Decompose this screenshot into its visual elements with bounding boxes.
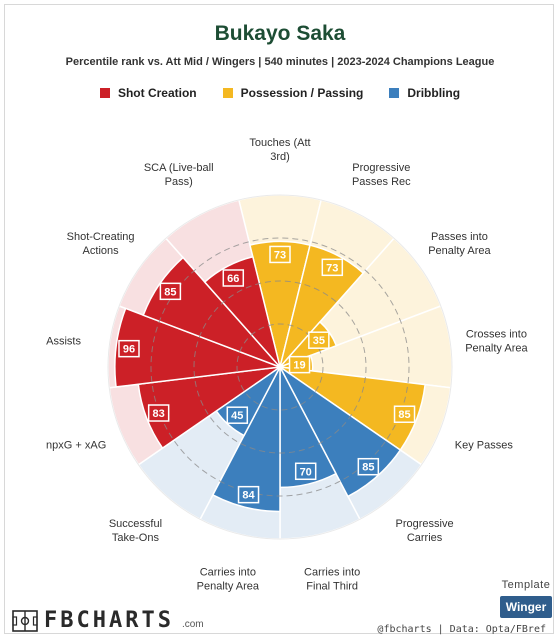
category-label-touches-att-3rd: Touches (Att 3rd) [249, 137, 310, 163]
value-label-sca-live-ball-pass: 66 [227, 273, 239, 285]
pitch-icon [12, 610, 38, 632]
category-label-line: Carries into [200, 567, 256, 579]
value-badge-touches-att-3rd [269, 245, 291, 264]
legend-label-dribbling: Dribbling [407, 86, 461, 100]
category-label-line: Final Third [306, 581, 358, 593]
value-badge-carries-into-penalty-area [237, 485, 260, 504]
category-label-passes-into-penalty-area: Passes into Penalty Area [428, 231, 491, 257]
category-label-key-passes: Key Passes [455, 439, 514, 451]
category-label-line: Key Passes [455, 439, 514, 451]
template-badge: Winger [500, 596, 552, 618]
category-label-line: Passes Rec [352, 176, 411, 188]
category-label-line: Penalty Area [428, 245, 491, 257]
category-label-line: Progressive [352, 162, 410, 174]
legend-label-shot-creation: Shot Creation [117, 86, 197, 100]
category-label-carries-into-final-third: Carries into Final Third [304, 567, 360, 593]
category-label-line: Successful [109, 518, 162, 530]
fbcharts-logo: FBCHARTS .com [12, 606, 204, 632]
value-wedge-carries-into-penalty-area [211, 366, 281, 513]
value-badge-progressive-carries [357, 457, 380, 476]
category-label-line: Passes into [431, 231, 488, 243]
legend-swatch-possession-passing [222, 88, 233, 98]
value-badge-key-passes [393, 405, 416, 423]
value-badge-shot-creating-actions [159, 282, 182, 301]
chart-frame [4, 4, 554, 634]
value-label-passes-into-penalty-area: 35 [313, 335, 325, 347]
grid-ring-3 [150, 237, 410, 497]
value-label-successful-take-ons: 45 [231, 410, 243, 422]
chart-subtitle: Percentile rank vs. Att Mid / Wingers | … [65, 56, 495, 68]
category-label-sca-live-ball-pass: SCA (Live-ball Pass) [144, 162, 214, 188]
value-badge-progressive-passes-rec [321, 258, 344, 277]
category-label-line: Penalty Area [197, 581, 260, 593]
value-label-crosses-into-penalty-area: 19 [293, 360, 305, 372]
category-label-line: npxG + xAG [46, 439, 106, 451]
value-label-carries-into-penalty-area: 84 [242, 490, 255, 502]
value-label-progressive-passes-rec: 73 [326, 262, 338, 274]
category-label-line: Carries [407, 532, 443, 544]
legend-item-shot-creation: Shot Creation [99, 86, 197, 100]
value-label-carries-into-final-third: 70 [300, 466, 312, 478]
category-label-line: Touches (Att [249, 137, 310, 149]
category-label-line: Penalty Area [465, 343, 528, 355]
category-label-line: Progressive [396, 518, 454, 530]
value-badge-carries-into-final-third [294, 462, 317, 481]
value-label-assists: 96 [123, 344, 135, 356]
value-label-npxg-xag: 83 [153, 408, 165, 420]
category-label-line: Pass) [165, 176, 193, 188]
value-label-touches-att-3rd: 73 [274, 249, 286, 261]
value-badge-npxg-xag [147, 404, 170, 422]
category-label-progressive-passes-rec: Progressive Passes Rec [352, 162, 411, 188]
logo-text: FBCHARTS [44, 608, 174, 633]
value-badge-assists [118, 339, 140, 358]
category-label-assists: Assists [46, 336, 81, 348]
category-label-successful-take-ons: Successful Take-Ons [109, 518, 162, 544]
value-label-progressive-carries: 85 [362, 462, 374, 474]
value-badge-successful-take-ons [226, 406, 249, 424]
category-label-carries-into-penalty-area: Carries into Penalty Area [197, 567, 260, 593]
category-label-line: 3rd) [270, 151, 290, 163]
grid-ring-2 [193, 280, 367, 454]
category-label-line: Take-Ons [112, 532, 160, 544]
category-label-line: SCA (Live-ball [144, 162, 214, 174]
value-label-key-passes: 85 [398, 409, 410, 421]
legend-label-possession-passing: Possession / Passing [240, 86, 364, 100]
category-label-npxg-xag: npxG + xAG [46, 439, 106, 451]
legend-item-dribbling: Dribbling [389, 86, 460, 100]
chart-title: Bukayo Saka [214, 22, 346, 45]
category-label-line: Assists [46, 336, 81, 348]
legend-swatch-shot-creation [99, 88, 110, 98]
category-label-line: Shot-Creating [67, 231, 135, 243]
value-wedge-assists [114, 307, 281, 388]
category-label-line: Crosses into [466, 329, 527, 341]
value-badge-sca-live-ball-pass [222, 269, 245, 287]
grid-ring-1 [236, 323, 324, 411]
value-label-shot-creating-actions: 85 [164, 286, 176, 298]
legend: Shot Creation Possession / Passing Dribb… [0, 86, 560, 100]
category-label-shot-creating-actions: Shot-Creating Actions [67, 231, 135, 257]
data-credit: @fbcharts | Data: Opta/FBref [377, 624, 546, 635]
category-label-progressive-carries: Progressive Carries [396, 518, 454, 544]
category-label-line: Actions [83, 245, 120, 257]
category-label-crosses-into-penalty-area: Crosses into Penalty Area [465, 329, 528, 355]
legend-swatch-dribbling [389, 88, 400, 98]
logo-suffix: .com [181, 619, 204, 630]
value-badge-passes-into-penalty-area [308, 331, 330, 349]
value-badge-crosses-into-penalty-area [288, 355, 311, 374]
outer-ring [107, 194, 453, 540]
legend-item-possession-passing: Possession / Passing [222, 86, 364, 100]
template-label: Template [501, 579, 551, 591]
category-label-line: Carries into [304, 567, 360, 579]
